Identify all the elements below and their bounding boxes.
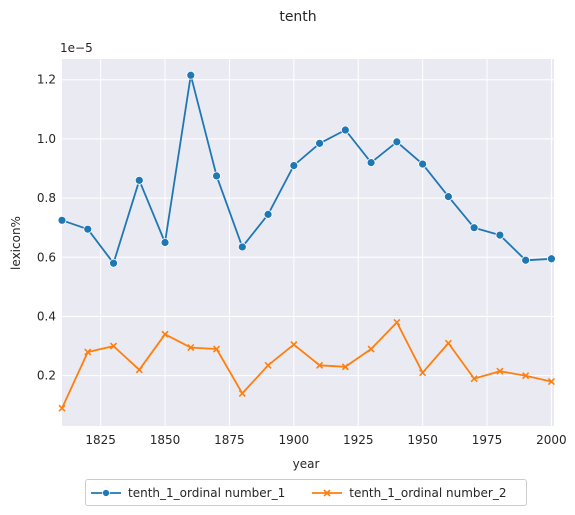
data-point — [212, 345, 221, 353]
data-point — [521, 255, 531, 265]
data-point — [469, 223, 479, 233]
tick-labels: 1825 1850 1875 1900 1925 1950 1975 2000 0.2 0.4 0.… — [37, 73, 567, 447]
data-point — [444, 339, 452, 347]
data-point — [547, 378, 555, 386]
data-point — [522, 372, 530, 380]
data-point — [263, 209, 273, 219]
data-point — [367, 345, 375, 353]
data-point — [84, 348, 92, 356]
data-point — [340, 125, 350, 135]
data-point — [187, 344, 195, 352]
x-tick-label: 1975 — [472, 433, 503, 447]
data-point — [418, 159, 428, 169]
data-point — [186, 70, 196, 80]
series-1 — [57, 70, 556, 268]
legend: tenth_1_ordinal number_1 tenth_1_ordinal… — [85, 479, 527, 506]
data-point — [109, 258, 118, 268]
legend-item-series-1: tenth_1_ordinal number_1 — [86, 486, 285, 500]
y-offset-label: 1e−5 — [60, 41, 93, 55]
y-tick-label: 0.8 — [37, 191, 56, 205]
x-tick-label: 1925 — [343, 433, 374, 447]
data-point — [495, 230, 505, 240]
legend-marker-circle — [91, 488, 121, 497]
series-line-1 — [61, 74, 552, 265]
data-point — [316, 361, 324, 369]
data-point — [290, 341, 298, 349]
data-point — [57, 215, 67, 225]
data-point — [443, 192, 453, 202]
legend-label-series-2: tenth_1_ordinal number_2 — [349, 485, 507, 500]
x-tick-label: 1825 — [85, 433, 116, 447]
y-tick-label: 0.6 — [37, 250, 56, 264]
x-tick-label: 1950 — [407, 433, 438, 447]
data-point — [366, 158, 376, 167]
y-tick-label: 0.2 — [37, 369, 56, 383]
data-point — [547, 254, 556, 264]
data-point — [289, 161, 299, 170]
data-point — [83, 224, 93, 234]
data-point — [264, 361, 272, 369]
x-tick-label: 2000 — [536, 433, 567, 447]
y-axis-label: lexicon% — [9, 216, 23, 270]
legend-marker-x — [312, 488, 343, 497]
data-point — [160, 238, 170, 247]
data-point — [470, 375, 478, 383]
y-tick-label: 1.2 — [37, 73, 56, 87]
data-point — [393, 318, 401, 326]
data-point — [392, 137, 402, 147]
gridlines — [62, 59, 554, 426]
chart-title: tenth — [279, 9, 316, 25]
legend-item-series-2: tenth_1_ordinal number_2 — [307, 486, 506, 500]
data-point — [496, 367, 504, 375]
series-layer — [57, 70, 556, 412]
x-tick-label: 1900 — [279, 433, 310, 447]
data-point — [237, 242, 247, 252]
data-point — [238, 389, 246, 398]
data-point — [135, 366, 143, 374]
data-point — [341, 363, 349, 371]
plot-background — [62, 59, 554, 426]
legend-label-series-1: tenth_1_ordinal number_1 — [128, 485, 286, 500]
data-point — [161, 330, 169, 338]
series-2 — [58, 318, 555, 412]
x-tick-label: 1850 — [150, 433, 181, 447]
x-tick-label: 1875 — [214, 433, 245, 447]
data-point — [212, 171, 221, 181]
data-point — [419, 369, 427, 377]
data-point — [58, 404, 66, 412]
y-tick-label: 0.4 — [37, 309, 56, 323]
data-point — [134, 175, 144, 185]
data-point — [315, 138, 324, 148]
data-point — [109, 342, 118, 350]
y-tick-label: 1.0 — [37, 132, 56, 146]
series-line-2 — [61, 321, 552, 409]
x-axis-label: year — [293, 457, 320, 471]
